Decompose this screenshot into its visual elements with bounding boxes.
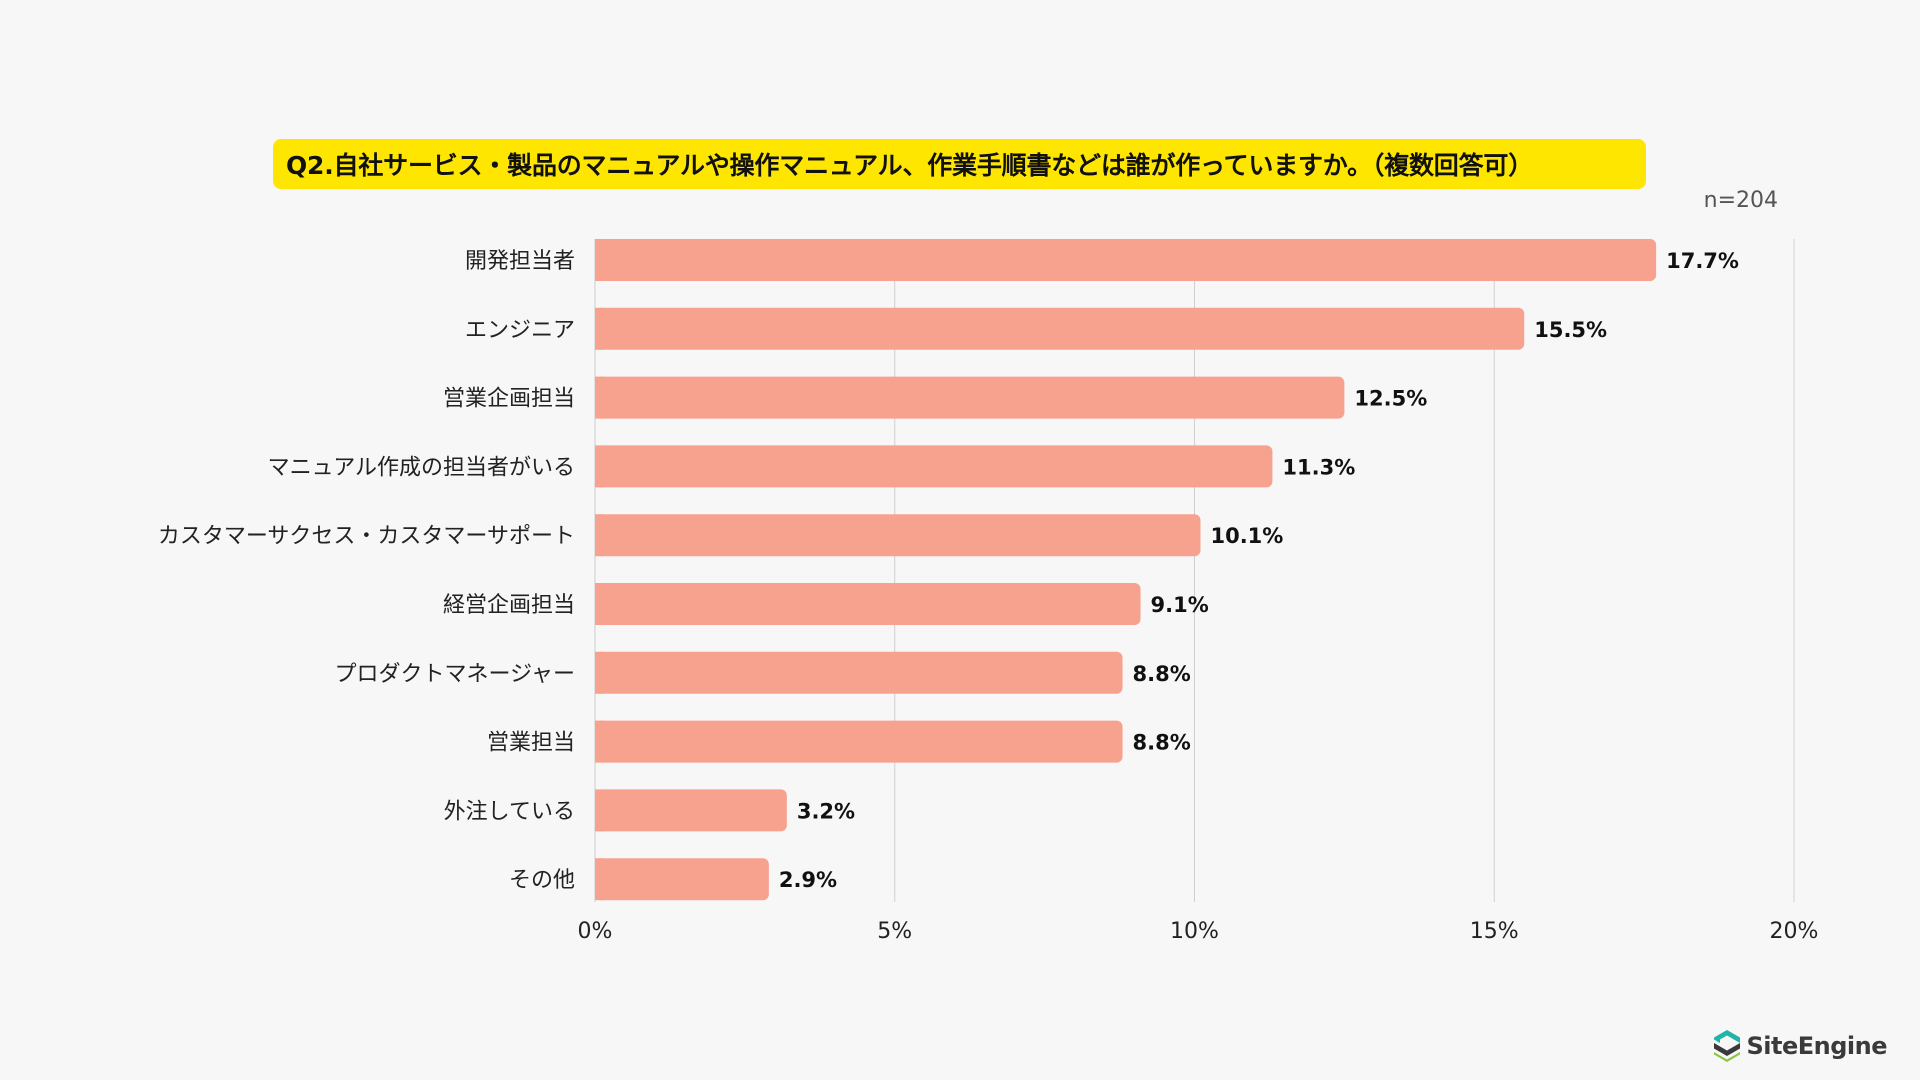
category-label: 開発担当者: [465, 249, 575, 274]
value-label: 11.3%: [1282, 455, 1355, 479]
x-tick-label: 20%: [1770, 919, 1819, 944]
category-label: 営業企画担当: [443, 387, 575, 412]
value-label: 8.8%: [1133, 731, 1191, 755]
value-label: 8.8%: [1133, 662, 1191, 686]
bar: [595, 720, 1123, 763]
x-tick-label: 15%: [1470, 919, 1519, 944]
bar: [595, 789, 787, 832]
bar: [595, 445, 1273, 488]
category-label: 経営企画担当: [443, 593, 575, 618]
value-label: 17.7%: [1666, 249, 1739, 273]
sample-size-label: n=204: [1703, 188, 1778, 213]
x-tick-label: 10%: [1170, 919, 1219, 944]
value-label: 9.1%: [1151, 593, 1209, 617]
category-label: エンジニア: [465, 318, 575, 343]
value-label: 10.1%: [1210, 524, 1283, 548]
siteengine-logo: SiteEngine: [1712, 1029, 1887, 1063]
category-label: マニュアル作成の担当者がいる: [268, 455, 575, 480]
value-label: 12.5%: [1354, 387, 1427, 411]
bar-left-edge: [595, 651, 603, 694]
value-label: 15.5%: [1534, 318, 1607, 342]
logo-text: SiteEngine: [1746, 1032, 1887, 1060]
bar-left-edge: [595, 858, 603, 901]
x-tick-label: 0%: [578, 919, 613, 944]
category-label: カスタマーサクセス・カスタマーサポート: [158, 524, 575, 549]
bar-left-edge: [595, 307, 603, 350]
bar: [595, 239, 1657, 281]
bar: [595, 514, 1201, 557]
bar-left-edge: [595, 789, 603, 832]
bar: [595, 307, 1525, 350]
chart-title: Q2.自社サービス・製品のマニュアルや操作マニュアル、作業手順書などは誰が作って…: [286, 151, 1533, 180]
bar-left-edge: [595, 239, 603, 281]
bar-left-edge: [595, 376, 603, 419]
bar-left-edge: [595, 720, 603, 763]
category-label: 営業担当: [487, 731, 575, 756]
value-label: 2.9%: [779, 868, 837, 892]
category-label: その他: [509, 868, 575, 893]
category-label: プロダクトマネージャー: [335, 662, 575, 687]
bar: [595, 376, 1345, 419]
bar: [595, 651, 1123, 694]
x-tick-label: 5%: [877, 919, 912, 944]
bar: [595, 583, 1141, 625]
bar-left-edge: [595, 583, 603, 625]
chart-title-banner: Q2.自社サービス・製品のマニュアルや操作マニュアル、作業手順書などは誰が作って…: [273, 139, 1646, 189]
siteengine-logo-icon: [1714, 1030, 1741, 1062]
category-label: 外注している: [444, 799, 575, 824]
bar-left-edge: [595, 514, 603, 557]
bar: [595, 858, 769, 901]
bar-left-edge: [595, 445, 603, 488]
value-label: 3.2%: [797, 799, 855, 823]
